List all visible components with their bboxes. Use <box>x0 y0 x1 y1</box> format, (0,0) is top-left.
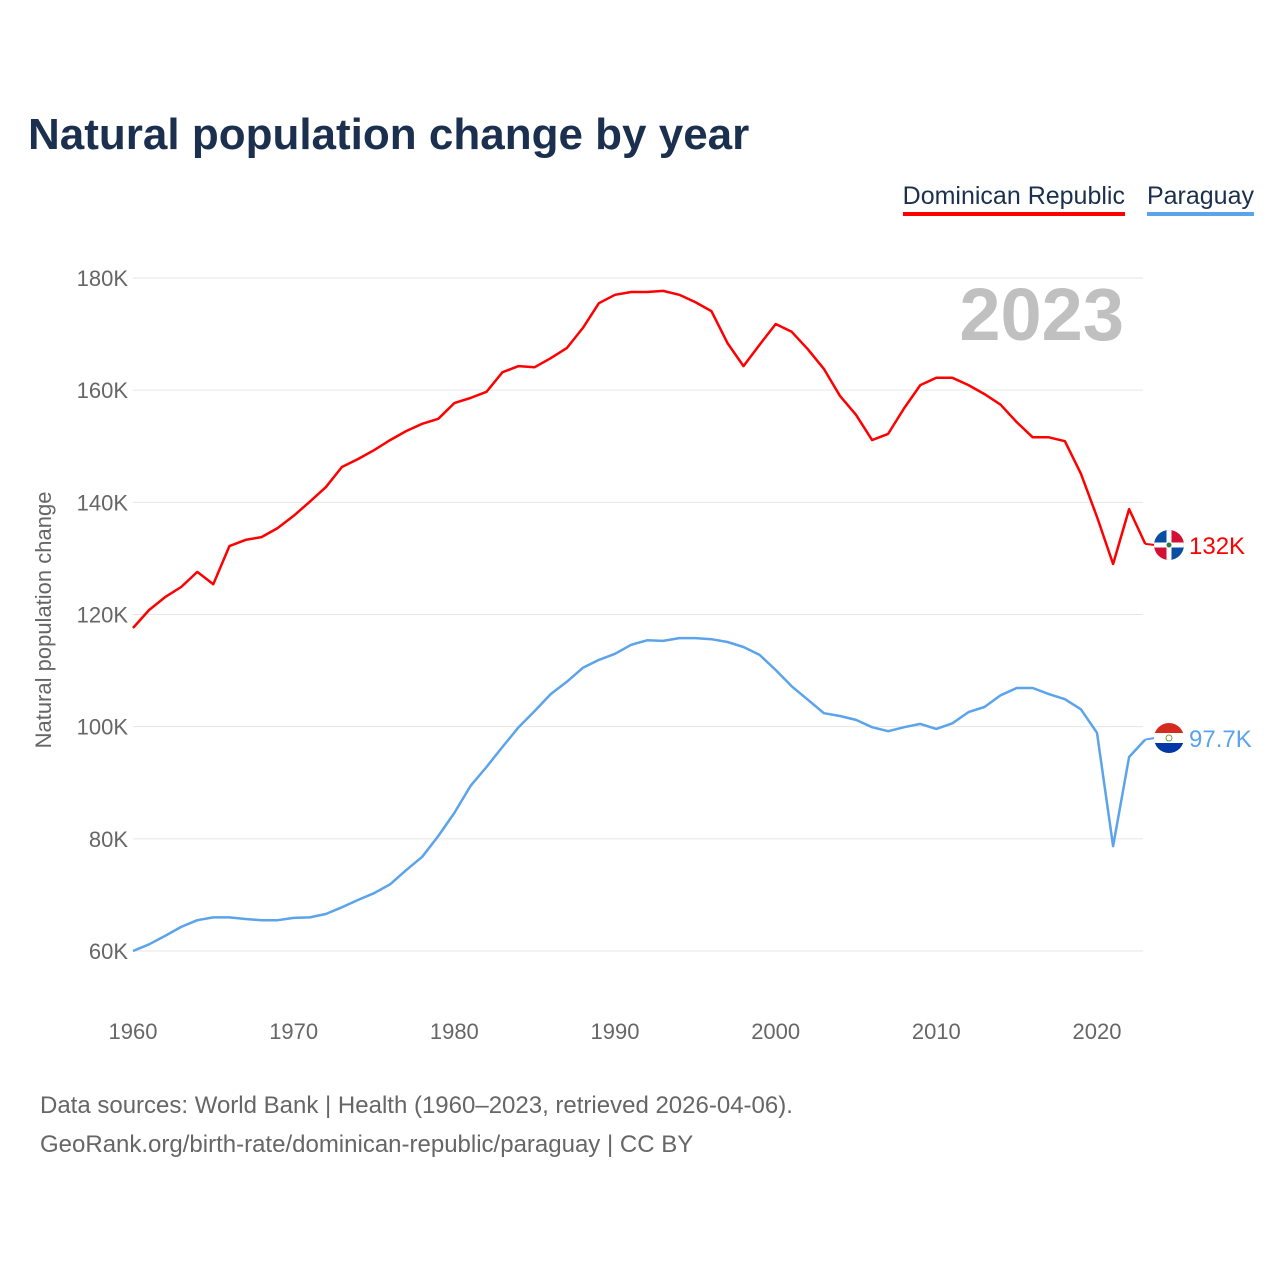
y-tick-label: 180K <box>77 266 129 291</box>
end-connector <box>1145 542 1156 546</box>
x-tick-label: 2010 <box>912 1019 961 1044</box>
y-tick-label: 100K <box>77 715 129 740</box>
line-chart: 60K 80K 100K 120K 140K 160K 180K 1960 1970 1980 19… <box>31 266 1252 1044</box>
series-line-dominican-republic <box>132 289 1147 629</box>
legend-item-dominican-republic[interactable]: Dominican Republic <box>902 182 1125 216</box>
chart-title: Natural population change by year <box>28 110 750 159</box>
paraguay-flag-icon <box>1154 723 1184 753</box>
x-tick-label: 1980 <box>430 1019 479 1044</box>
series-line-paraguay <box>132 636 1147 953</box>
end-value-label: 97.7K <box>1189 726 1252 753</box>
footer: Data sources: World Bank | Health (1960–… <box>40 1086 793 1164</box>
legend: Dominican Republic Paraguay <box>902 182 1254 216</box>
x-tick-label: 2020 <box>1073 1019 1122 1044</box>
y-tick-label: 80K <box>89 827 128 852</box>
y-axis-label: Natural population change <box>31 492 56 749</box>
y-tick-label: 60K <box>89 939 128 964</box>
x-tick-label: 2000 <box>751 1019 800 1044</box>
y-tick-label: 160K <box>77 378 129 403</box>
y-tick-label: 120K <box>77 603 129 628</box>
x-tick-label: 1970 <box>269 1019 318 1044</box>
x-tick-label: 1990 <box>591 1019 640 1044</box>
legend-item-paraguay[interactable]: Paraguay <box>1146 182 1254 216</box>
source-link[interactable]: GeoRank.org/birth-rate/dominican-republi… <box>40 1131 694 1158</box>
end-connector <box>1145 737 1156 741</box>
year-watermark: 2023 <box>959 273 1124 356</box>
dominican-republic-flag-icon <box>1154 530 1184 560</box>
source-text: Data sources: World Bank | Health (1960–… <box>40 1092 793 1119</box>
end-value-label: 132K <box>1189 533 1245 560</box>
x-tick-label: 1960 <box>109 1019 158 1044</box>
y-tick-label: 140K <box>77 490 129 515</box>
